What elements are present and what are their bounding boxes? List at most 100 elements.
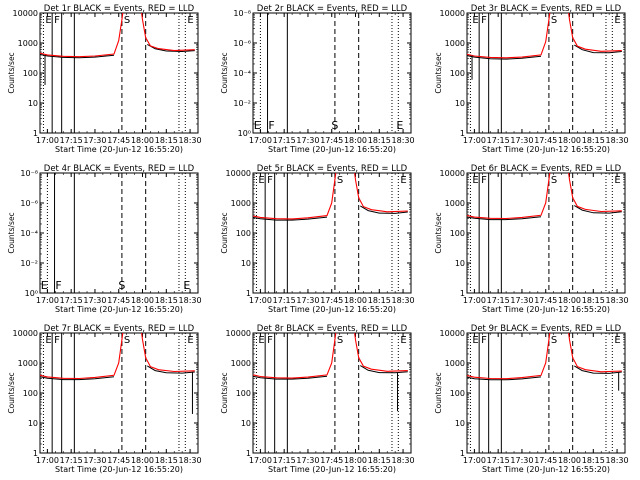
lld-series-line [253,173,337,220]
marker-label: F [267,175,273,186]
x-tick-label: 17:15 [60,456,83,465]
y-tick-label: 1 [460,289,465,298]
events-series-line [574,365,622,374]
x-axis-label: Start Time (20-Jun-12 16:55:20) [482,305,610,314]
x-axis-label: Start Time (20-Jun-12 16:55:20) [55,305,183,314]
x-tick-label: 18:30 [392,296,415,305]
plot-area [467,173,622,293]
marker-label: E [614,335,620,346]
y-tick-label: 1 [246,449,251,458]
marker-label: S [337,335,343,346]
plot-panel-det4r: Det 4r BLACK = Events, RED = LLD 10⁰ 10⁻² 1… [7,164,202,314]
y-axis-label: Counts/sec [220,372,229,413]
marker-label: E [187,15,193,26]
y-tick-label: 10⁻⁶ [20,199,38,208]
x-tick-label: 18:15 [155,456,178,465]
plot-panel-det2r: Det 2r BLACK = Events, RED = LLD 10⁰ 10⁻² 1… [220,4,415,154]
x-tick-label: 18:15 [582,296,605,305]
y-tick-label: 100 [450,69,465,78]
marker-label: E [45,335,51,346]
x-tick-label: 17:15 [273,136,296,145]
marker-label: F [481,15,487,26]
panel-title: Det 9r BLACK = Events, RED = LLD [471,324,622,334]
y-tick-label: 10 [455,259,465,268]
marker-label: S [124,335,130,346]
x-tick-label: 18:15 [368,136,391,145]
y-tick-label: 10⁻⁴ [20,229,38,238]
plot-frame [252,12,412,134]
x-tick-label: 17:30 [510,296,533,305]
x-tick-label: 18:15 [368,296,391,305]
y-tick-label: 10 [455,99,465,108]
y-tick-label: 1000 [18,39,38,48]
panel-title: Det 5r BLACK = Events, RED = LLD [257,164,408,174]
plot-panel-det3r: Det 3r BLACK = Events, RED = LLD 1 10 100 10… [434,4,629,154]
plot-area [259,13,399,133]
x-tick-label: 17:00 [249,456,272,465]
x-tick-label: 17:30 [510,136,533,145]
x-tick-label: 18:30 [606,136,629,145]
x-tick-label: 18:30 [392,456,415,465]
y-tick-label: 1 [33,449,38,458]
y-tick-label: 10⁰ [25,289,38,298]
x-tick-label: 17:45 [107,456,130,465]
marker-label: E [258,175,264,186]
x-tick-label: 18:00 [558,456,581,465]
y-tick-label: 10⁻⁴ [233,69,251,78]
plot-area [467,333,622,453]
marker-label: E [614,175,620,186]
y-tick-label: 1000 [18,359,38,368]
y-tick-label: 10 [28,419,38,428]
y-tick-label: 100 [450,229,465,238]
x-tick-label: 18:15 [582,456,605,465]
marker-label: E [472,15,478,26]
y-tick-label: 10⁻² [233,99,251,108]
marker-label: E [400,335,406,346]
y-tick-label: 10⁻⁶ [233,39,251,48]
marker-label: F [267,335,273,346]
x-tick-label: 17:15 [487,456,510,465]
events-series-line [467,55,542,60]
plot-frame [466,172,626,294]
y-tick-label: 1000 [231,359,251,368]
y-tick-label: 10⁻⁸ [20,169,38,178]
events-series-line [147,365,195,374]
y-tick-label: 100 [450,389,465,398]
panel-title: Det 2r BLACK = Events, RED = LLD [257,4,408,14]
y-tick-label: 1000 [445,359,465,368]
x-axis-label: Start Time (20-Jun-12 16:55:20) [268,145,396,154]
x-tick-label: 18:00 [558,296,581,305]
x-axis-label: Start Time (20-Jun-12 16:55:20) [268,305,396,314]
y-axis-label: Counts/sec [7,372,16,413]
x-tick-label: 17:30 [83,296,106,305]
x-tick-label: 18:30 [606,456,629,465]
x-tick-label: 17:30 [296,456,319,465]
marker-label: S [551,175,557,186]
x-tick-label: 17:00 [249,136,272,145]
x-tick-label: 17:15 [273,456,296,465]
x-tick-label: 17:30 [296,296,319,305]
y-axis-label: Counts/sec [220,52,229,93]
x-tick-label: 17:00 [463,456,486,465]
plot-frame [39,12,199,134]
lld-series-line [467,13,551,59]
marker-label-bottom: S [118,279,125,292]
events-series-line [360,365,408,374]
x-tick-label: 18:00 [558,136,581,145]
lld-series-line [568,13,622,52]
panel-title: Det 4r BLACK = Events, RED = LLD [44,164,195,174]
events-series-line [253,375,328,380]
y-axis-label: Counts/sec [434,212,443,253]
events-series-line [467,376,542,381]
y-tick-label: 100 [236,389,251,398]
x-tick-label: 17:00 [36,296,59,305]
x-tick-label: 17:45 [534,136,557,145]
y-tick-label: 1 [460,129,465,138]
events-series-line [253,216,328,221]
plot-panel-det6r: Det 6r BLACK = Events, RED = LLD 1 10 100 10… [434,164,629,314]
marker-label-bottom: E [183,279,190,292]
y-axis-label: Counts/sec [434,52,443,93]
events-series-line [147,43,195,53]
plot-frame [466,12,626,134]
